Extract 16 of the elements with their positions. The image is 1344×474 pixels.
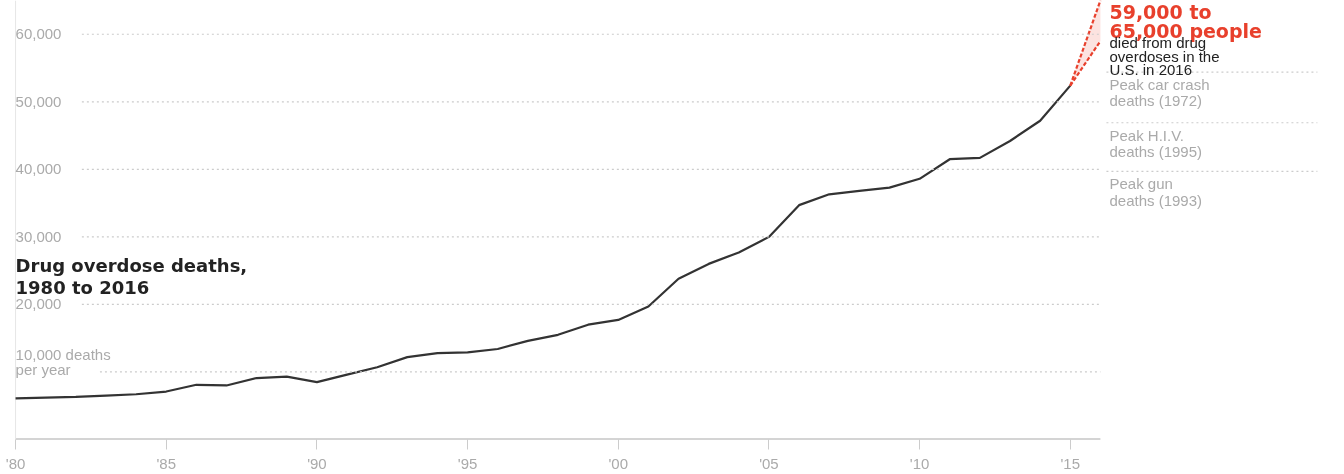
x-tick-label: '90	[307, 454, 327, 472]
y-tick-label: 10,000 deaths per year	[15, 345, 111, 379]
x-tick-label: '15	[1060, 454, 1081, 472]
ref-line-label: Peak gun deaths (1993)	[1109, 175, 1203, 209]
y-tick-label: 50,000	[15, 92, 62, 110]
ref-line-label: Peak car crash deaths (1972)	[1109, 76, 1210, 110]
x-tick-label: '10	[909, 454, 930, 472]
ref-line-label: Peak H.I.V. deaths (1995)	[1109, 126, 1203, 160]
y-tick-label: 30,000	[15, 227, 62, 245]
x-tick-label: '05	[759, 454, 779, 472]
y-tick-label: 60,000	[15, 25, 62, 43]
x-tick-label: '80	[5, 454, 26, 472]
x-tick-label: '85	[156, 454, 177, 472]
x-tick-label: '95	[457, 454, 478, 472]
y-tick-label: 40,000	[15, 160, 62, 178]
x-tick-label: '00	[608, 454, 629, 472]
